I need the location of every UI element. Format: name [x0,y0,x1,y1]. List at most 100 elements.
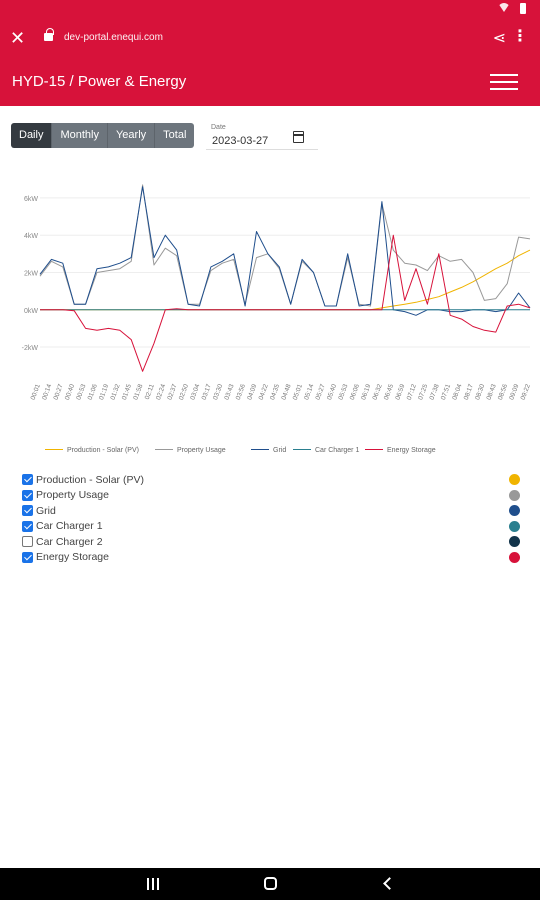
legend-label: Car Charger 1 [315,447,359,454]
series-label: Property Usage [36,489,109,502]
checkbox-energy-storage[interactable] [22,551,33,563]
back-icon[interactable] [383,877,396,890]
calendar-icon[interactable] [293,131,304,143]
series-label: Grid [36,504,56,517]
x-tick-label: 02:11 [144,383,156,401]
checkbox-solar[interactable] [22,474,33,486]
x-tick-label: 02:37 [166,383,178,401]
x-tick-label: 08:30 [474,383,486,401]
series-toggle-grid[interactable]: Grid [22,503,522,519]
x-tick-label: 06:19 [360,383,372,401]
period-monthly-button[interactable]: Monthly [52,123,108,148]
date-label: Date [211,124,226,131]
x-tick-label: 08:04 [451,383,463,401]
x-tick-label: 03:56 [235,383,247,401]
home-icon[interactable] [264,877,277,890]
lock-icon [44,28,54,41]
series-toggle-car-charger-1[interactable]: Car Charger 1 [22,519,522,535]
period-selector: Daily Monthly Yearly Total [11,123,195,148]
x-tick-label: 01:06 [87,383,99,401]
legend-label: Grid [273,447,286,454]
x-tick-label: 00:53 [75,383,87,401]
system-nav-bar [0,868,540,900]
recent-apps-icon[interactable] [147,878,159,890]
status-bar [0,0,540,18]
series-label: Car Charger 2 [36,535,103,548]
x-tick-label: 01:19 [98,383,110,401]
x-tick-label: 03:17 [201,383,213,401]
x-tick-label: 06:45 [383,383,395,401]
color-dot [509,474,520,485]
period-total-button[interactable]: Total [155,123,195,148]
color-dot [509,489,520,501]
series-line [40,249,531,311]
wifi-icon [498,3,510,12]
x-tick-label: 01:32 [110,383,122,401]
x-tick-label: 03:30 [212,383,224,401]
series-toggle-car-charger-2[interactable]: Car Charger 2 [22,534,522,550]
series-label: Energy Storage [36,551,109,564]
y-tick-label: 4kW [24,233,38,240]
series-toggle-property-usage[interactable]: Property Usage [22,488,522,504]
x-tick-label: 00:01 [30,383,42,401]
x-tick-label: 00:40 [64,383,76,401]
close-icon[interactable]: ✕ [10,28,26,48]
x-tick-label: 05:01 [292,383,304,401]
series-line [39,186,531,316]
color-dot [509,520,520,532]
checkbox-grid[interactable] [22,505,33,517]
series-label: Production - Solar (PV) [36,473,144,486]
y-tick-label: 6kW [24,196,38,203]
legend-label: Production - Solar (PV) [67,447,139,454]
x-tick-label: 05:14 [303,383,315,401]
date-input[interactable]: 2023-03-27 [212,135,269,147]
x-tick-label: 07:12 [406,383,418,401]
x-tick-label: 03:43 [223,383,235,401]
url-text[interactable]: dev-portal.enequi.com [64,32,163,43]
legend-label: Property Usage [177,447,226,454]
x-tick-label: 05:40 [326,383,338,401]
x-tick-label: 03:04 [189,383,201,401]
app-header: HYD-15 / Power & Energy [0,60,540,106]
x-tick-label: 06:32 [372,383,384,401]
y-tick-label: 2kW [24,270,38,277]
x-tick-label: 07:51 [440,383,452,401]
color-dot [509,551,520,563]
checkbox-car-charger-2[interactable] [22,536,33,548]
browser-toolbar: ✕ dev-portal.enequi.com ⋖ ⋮ [0,18,540,60]
series-label: Car Charger 1 [36,520,103,533]
x-tick-label: 05:53 [337,383,349,401]
x-tick-label: 08:17 [463,383,475,401]
x-tick-label: 00:14 [41,383,53,401]
more-vert-icon[interactable]: ⋮ [512,28,528,45]
share-icon[interactable]: ⋖ [492,30,506,47]
series-toggle-list: Production - Solar (PV) Property Usage G… [22,472,522,565]
series-line [40,234,531,372]
period-yearly-button[interactable]: Yearly [107,123,156,148]
y-tick-label: -2kW [22,345,39,352]
y-tick-label: 0kW [24,308,38,315]
color-dot [509,505,520,516]
color-dot [509,536,520,547]
x-tick-label: 04:35 [269,383,281,401]
power-chart: 6kW 4kW 2kW 0kW -2kW 00:01 00:14 00:27 00:40 00:… [22,184,532,454]
checkbox-car-charger-1[interactable] [22,520,33,532]
page-title: HYD-15 / Power & Energy [12,73,187,90]
x-tick-label: 09:09 [508,383,520,401]
hamburger-icon[interactable] [490,74,518,92]
x-tick-label: 07:38 [429,383,441,401]
x-tick-label: 00:27 [53,383,65,401]
checkbox-property-usage[interactable] [22,489,33,501]
period-daily-button[interactable]: Daily [11,123,53,148]
x-tick-label: 08:43 [486,383,498,401]
x-tick-label: 02:24 [155,383,167,401]
series-line [39,184,531,307]
series-toggle-solar[interactable]: Production - Solar (PV) [22,472,522,488]
series-toggle-energy-storage[interactable]: Energy Storage [22,550,522,566]
x-tick-label: 04:09 [246,383,258,401]
date-field[interactable]: Date 2023-03-27 [206,122,318,150]
legend-label: Energy Storage [387,447,436,454]
x-tick-label: 01:58 [132,383,144,401]
x-tick-label: 07:25 [417,383,429,401]
x-tick-label: 01:45 [121,383,133,401]
